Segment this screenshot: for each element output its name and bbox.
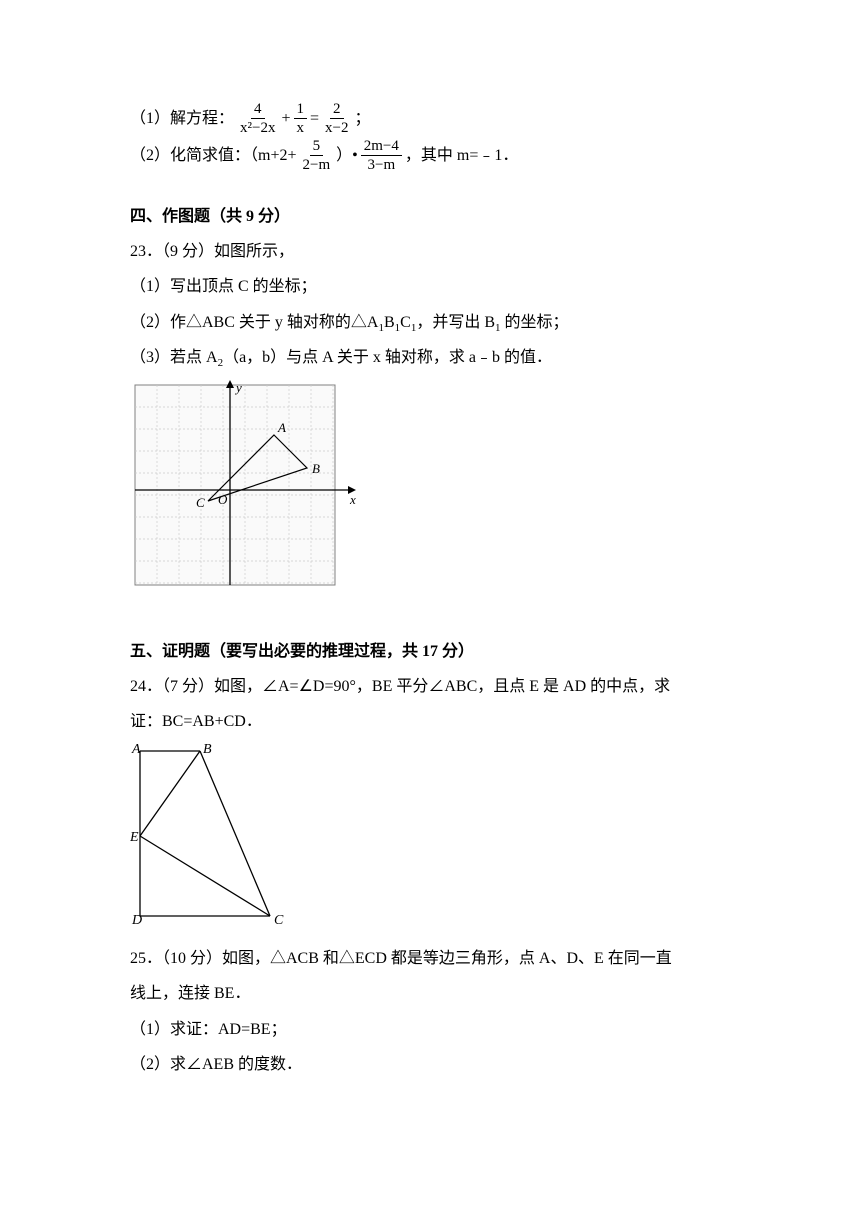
- q24-line1: 24．（7 分）如图，∠A=∠D=90°，BE 平分∠ABC，且点 E 是 AD…: [130, 669, 730, 704]
- q23-part3: （3）若点 A2（a，b）与点 A 关于 x 轴对称，求 a﹣b 的值．: [130, 340, 730, 375]
- svg-text:A: A: [131, 742, 141, 757]
- frac-3: 2 x−2: [322, 100, 351, 137]
- svg-text:D: D: [131, 913, 142, 926]
- q24-line2: 证：BC=AB+CD．: [130, 704, 730, 739]
- q25-line1: 25．（10 分）如图，△ACB 和△ECD 都是等边三角形，点 A、D、E 在…: [130, 941, 730, 976]
- q25-line2: 线上，连接 BE．: [130, 976, 730, 1011]
- q22-part1-end: ；: [355, 101, 371, 136]
- geometry-figure: A B E D C: [130, 741, 730, 939]
- equals: =: [310, 101, 319, 136]
- svg-text:A: A: [277, 420, 286, 435]
- q25-part1: （1）求证：AD=BE；: [130, 1012, 730, 1047]
- q23-part1: （1）写出顶点 C 的坐标；: [130, 269, 730, 304]
- q22-part1: （1）解方程： 4 x²−2x + 1 x = 2 x−2 ；: [130, 100, 730, 137]
- section-5-header: 五、证明题（要写出必要的推理过程，共 17 分）: [130, 634, 730, 669]
- frac-2: 1 x: [294, 100, 308, 137]
- q25-part2: （2）求∠AEB 的度数．: [130, 1047, 730, 1082]
- coordinate-grid-figure: OxyABC: [130, 380, 730, 608]
- q23-intro: 23．（9 分）如图所示，: [130, 234, 730, 269]
- svg-text:B: B: [312, 461, 320, 476]
- frac-5: 2m−4 3−m: [361, 137, 402, 174]
- q22-part2: （2）化简求值：（m+2+ 5 2−m ）• 2m−4 3−m ，其中 m=﹣1…: [130, 137, 730, 174]
- q23-part2: （2）作△ABC 关于 y 轴对称的△A1B1C1，并写出 B1 的坐标；: [130, 305, 730, 340]
- svg-text:x: x: [349, 492, 356, 507]
- section-4-header: 四、作图题（共 9 分）: [130, 199, 730, 234]
- frac-1: 4 x²−2x: [237, 100, 278, 137]
- svg-text:C: C: [274, 913, 284, 926]
- svg-text:C: C: [196, 495, 205, 510]
- q22-part1-label: （1）解方程：: [130, 101, 234, 136]
- q22-part2-label: （2）化简求值：（m+2+: [130, 138, 297, 173]
- q22-part2-mid: ）•: [336, 138, 358, 173]
- svg-text:B: B: [203, 742, 212, 757]
- svg-text:E: E: [130, 830, 139, 845]
- svg-text:y: y: [234, 380, 242, 395]
- plus: +: [281, 101, 290, 136]
- q22-part2-end: ，其中 m=﹣1．: [405, 138, 518, 173]
- frac-4: 5 2−m: [300, 137, 334, 174]
